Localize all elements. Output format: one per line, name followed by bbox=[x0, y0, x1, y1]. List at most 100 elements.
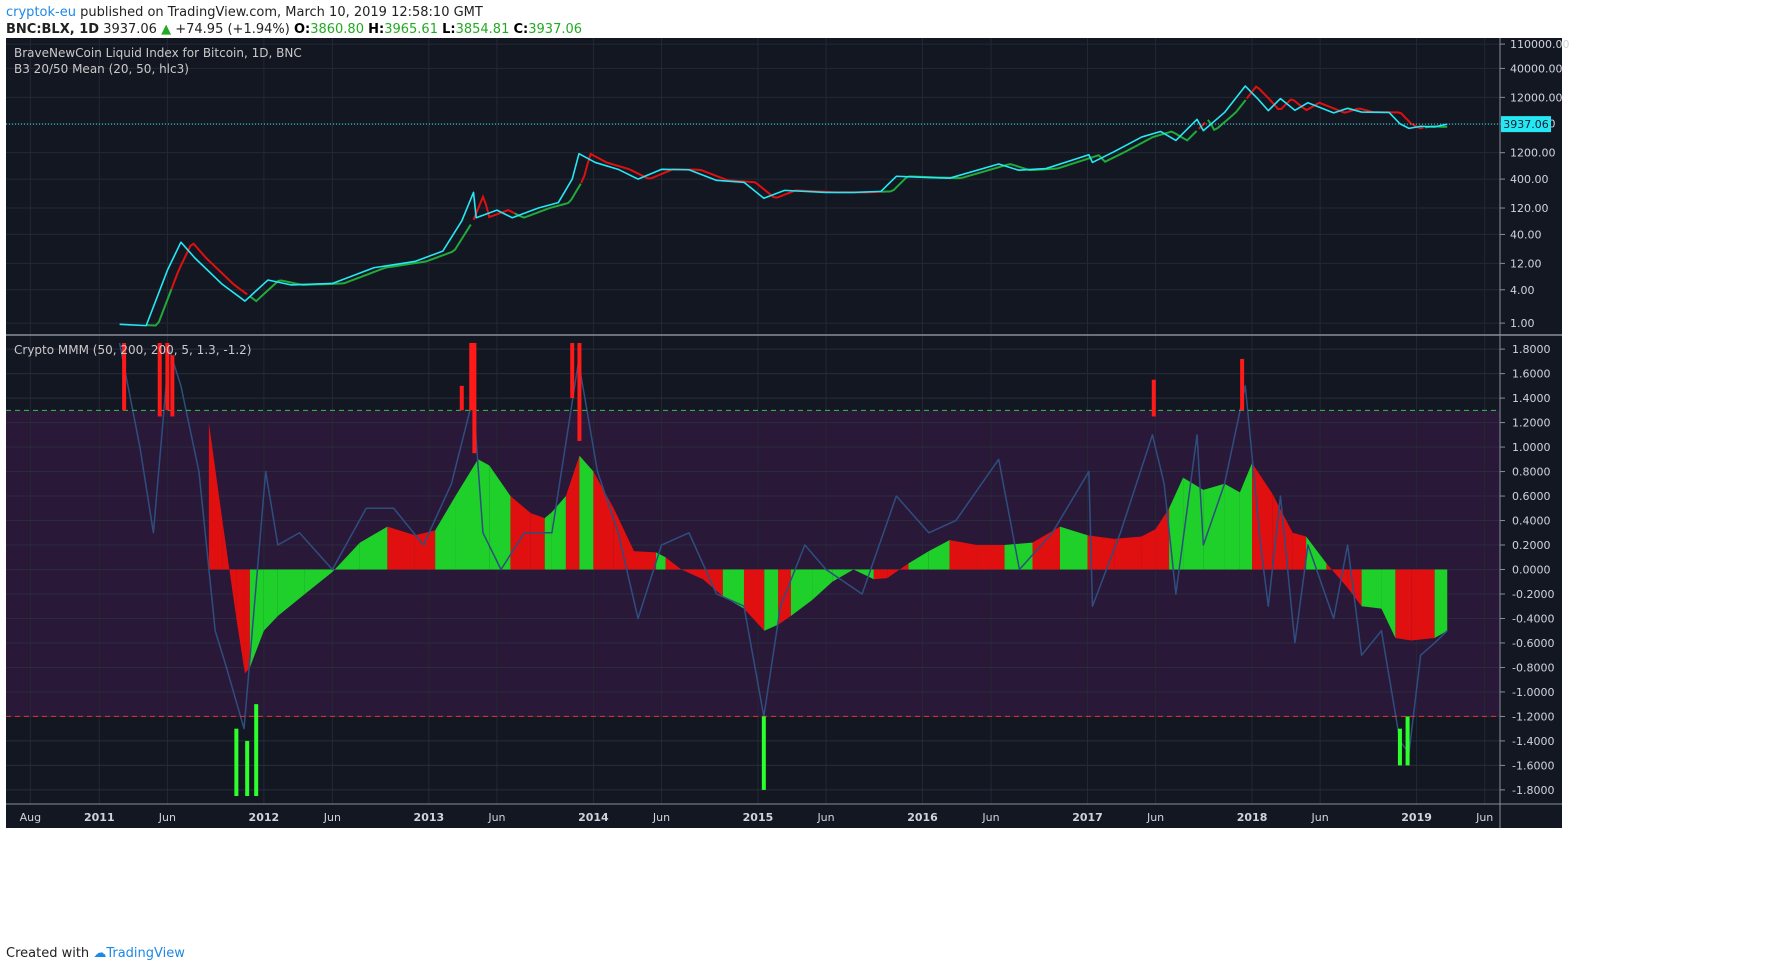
extreme-spike bbox=[234, 728, 239, 796]
low-value: 3854.81 bbox=[455, 22, 510, 37]
histogram-segment bbox=[977, 545, 1005, 570]
high-value: 3965.61 bbox=[384, 22, 438, 37]
oscillator-axis-label: 0.6000 bbox=[1512, 490, 1551, 503]
low-label: L: bbox=[442, 22, 456, 37]
histogram-segment bbox=[208, 422, 223, 570]
time-axis-label: Jun bbox=[1475, 811, 1493, 824]
histogram-segment bbox=[633, 551, 657, 570]
tradingview-link[interactable]: TradingView bbox=[106, 946, 185, 961]
oscillator-axis-label: 1.6000 bbox=[1512, 368, 1551, 381]
symbol-label[interactable]: BNC:BLX, 1D bbox=[6, 22, 100, 37]
time-axis-label: 2011 bbox=[84, 811, 115, 824]
histogram bbox=[208, 422, 1448, 674]
extreme-spike bbox=[469, 343, 474, 411]
histogram-segment bbox=[1306, 536, 1327, 570]
histogram-segment bbox=[1252, 462, 1273, 570]
extreme-spike bbox=[157, 343, 162, 417]
histogram-segment bbox=[1239, 462, 1253, 570]
histogram-segment bbox=[1272, 493, 1293, 570]
extreme-spike bbox=[472, 343, 477, 454]
time-axis-label: Jun bbox=[1311, 811, 1329, 824]
time-axis-label: 2017 bbox=[1072, 811, 1103, 824]
extreme-spike bbox=[577, 343, 582, 441]
price-line bbox=[119, 85, 1448, 327]
moving-average-segment bbox=[1198, 121, 1206, 130]
last-price-label: 3937.06 bbox=[1503, 118, 1549, 131]
histogram-segment bbox=[681, 569, 703, 580]
histogram-segment bbox=[743, 569, 765, 631]
histogram-segment bbox=[249, 569, 264, 668]
time-axis-label: 2013 bbox=[414, 811, 445, 824]
price-pane-indicator-title: B3 20/50 Mean (20, 50, hlc3) bbox=[14, 62, 189, 76]
high-label: H: bbox=[368, 22, 385, 37]
extreme-spike bbox=[170, 355, 175, 417]
publish-line: cryptok-eu published on TradingView.com,… bbox=[6, 4, 582, 21]
histogram-segment bbox=[1224, 483, 1240, 570]
price-axis-label: 400.00 bbox=[1510, 173, 1549, 186]
oscillator-axis-label: -0.6000 bbox=[1512, 637, 1554, 650]
histogram-segment bbox=[510, 496, 531, 570]
histogram-segment bbox=[387, 526, 415, 570]
extreme-spike bbox=[122, 343, 127, 411]
moving-average-segment bbox=[170, 242, 248, 296]
time-axis-label: Jun bbox=[158, 811, 176, 824]
oscillator-axis-label: 0.8000 bbox=[1512, 466, 1551, 479]
histogram-segment bbox=[236, 569, 245, 674]
price-axis-label: 1200.00 bbox=[1510, 147, 1556, 160]
histogram-segment bbox=[764, 569, 779, 631]
histogram-segment bbox=[873, 569, 888, 580]
time-axis-label: 2019 bbox=[1401, 811, 1432, 824]
moving-average-segment bbox=[249, 224, 472, 303]
moving-average-segment bbox=[514, 183, 582, 219]
histogram-segment bbox=[435, 496, 456, 570]
histogram-segment bbox=[222, 520, 237, 619]
oscillator-axis-label: -1.2000 bbox=[1512, 710, 1554, 723]
last-price-badge bbox=[1501, 116, 1551, 133]
author-link[interactable]: cryptok-eu bbox=[6, 5, 76, 20]
oscillator-axis-label: -0.4000 bbox=[1512, 612, 1554, 625]
created-with-label: Created with bbox=[6, 946, 90, 961]
histogram-segment bbox=[1347, 569, 1362, 607]
time-axis-label: Jun bbox=[981, 811, 999, 824]
moving-average-segment bbox=[146, 288, 173, 327]
oscillator-axis-label: -1.4000 bbox=[1512, 735, 1554, 748]
histogram-segment bbox=[1292, 532, 1307, 570]
extreme-spike bbox=[165, 343, 170, 411]
histogram-segment bbox=[832, 569, 854, 582]
oscillator-axis-label: 0.0000 bbox=[1512, 564, 1551, 577]
histogram-segment bbox=[1361, 569, 1382, 609]
histogram-segment bbox=[665, 557, 682, 570]
price-axis-label: 1.00 bbox=[1510, 317, 1535, 330]
histogram-segment bbox=[359, 526, 388, 570]
histogram-segment bbox=[530, 513, 545, 570]
histogram-segment bbox=[544, 511, 552, 570]
extreme-spike bbox=[1397, 728, 1402, 766]
extreme-spike bbox=[1240, 358, 1245, 411]
price-axis-label: 110000.00 bbox=[1510, 38, 1570, 51]
histogram-segment bbox=[277, 569, 305, 617]
oscillator-axis-label: -1.8000 bbox=[1512, 784, 1554, 797]
histogram-segment bbox=[1169, 477, 1184, 570]
extreme-spikes bbox=[122, 343, 1410, 796]
extreme-spike bbox=[761, 716, 766, 790]
oscillator-axis-label: 1.0000 bbox=[1512, 441, 1551, 454]
histogram-segment bbox=[304, 569, 333, 594]
footer: Created with ☁TradingView bbox=[6, 946, 185, 961]
tradingview-icon: ☁ bbox=[93, 946, 107, 961]
histogram-segment bbox=[1114, 536, 1142, 570]
price-axis-label: 120.00 bbox=[1510, 202, 1549, 215]
histogram-segment bbox=[565, 455, 580, 570]
symbol-line: BNC:BLX, 1D 3937.06 ▲ +74.95 (+1.94%) O:… bbox=[6, 21, 582, 38]
histogram-segment bbox=[1155, 508, 1170, 570]
published-text: published on TradingView.com, March 10, … bbox=[80, 5, 483, 20]
price-axis-label: 12.00 bbox=[1510, 257, 1542, 270]
time-axis-label: 2014 bbox=[578, 811, 609, 824]
extreme-spike bbox=[245, 740, 250, 796]
time-axis-label: Jun bbox=[487, 811, 505, 824]
open-label: O: bbox=[293, 22, 311, 37]
histogram-segment bbox=[332, 542, 360, 572]
histogram-segment bbox=[1032, 526, 1061, 570]
histogram-segment bbox=[1141, 529, 1156, 570]
histogram-segment bbox=[1060, 526, 1088, 570]
